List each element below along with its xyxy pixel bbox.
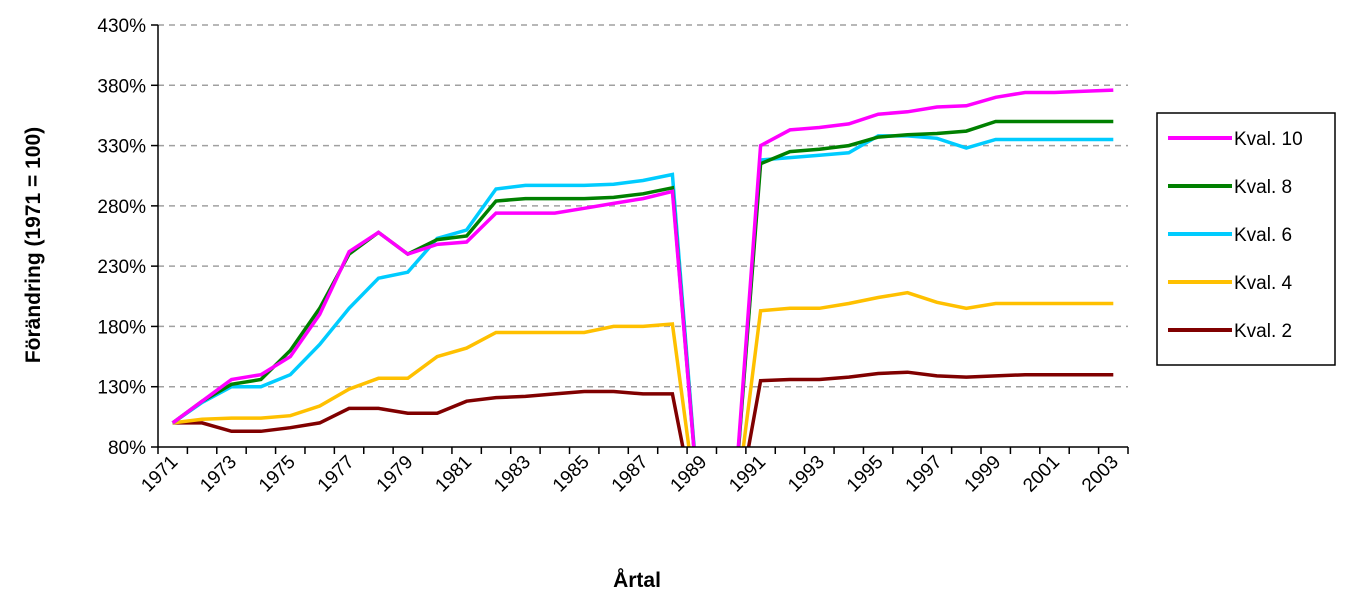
y-tick-label: 280% — [97, 197, 146, 218]
series-line-kval-2 — [172, 370, 1114, 447]
x-tick-label: 1973 — [196, 452, 241, 497]
x-tick-label: 1977 — [314, 452, 359, 497]
x-tick-label: 1999 — [961, 452, 1006, 497]
legend-label-kval-8: Kval. 8 — [1234, 177, 1292, 198]
y-tick-label: 130% — [97, 378, 146, 399]
x-tick-label: 1975 — [255, 452, 300, 497]
series-line-kval-4 — [172, 290, 1114, 447]
x-tick-labels: 1971 1973 1975 1977 1979 1981 1983 1985 1987 1989… — [137, 452, 1122, 497]
x-tick-label: 2001 — [1019, 452, 1064, 497]
legend-label-kval-10: Kval. 10 — [1234, 129, 1303, 150]
x-tick-label: 1997 — [902, 452, 947, 497]
x-tick-label: 1991 — [725, 452, 770, 497]
x-axis-title: Årtal — [613, 568, 661, 592]
legend-label-kval-2: Kval. 2 — [1234, 321, 1292, 342]
x-tick-label: 1981 — [431, 452, 476, 497]
x-tick-label: 2003 — [1078, 452, 1123, 497]
series-lines — [171, 88, 1114, 447]
legend-box — [1156, 112, 1336, 366]
series-line-kval-10 — [171, 88, 1114, 447]
x-tick-label: 1989 — [667, 452, 712, 497]
x-tick-label: 1979 — [373, 452, 418, 497]
x-tick-label: 1983 — [490, 452, 535, 497]
legend-label-kval-4: Kval. 4 — [1234, 273, 1293, 294]
x-tick-label: 1987 — [608, 452, 653, 497]
y-tick-label: 80% — [108, 438, 146, 459]
x-tick-label: 1995 — [843, 452, 888, 497]
y-tick-label: 380% — [97, 76, 146, 97]
series-line-kval-6 — [171, 134, 1114, 447]
axes — [151, 24, 1129, 454]
y-tick-label: 430% — [97, 16, 146, 37]
y-tick-label: 180% — [97, 317, 146, 338]
y-tick-labels: 80% 130% 180% 230% 280% 330% 380% 430% — [97, 16, 146, 459]
y-tick-label: 330% — [97, 137, 146, 158]
legend-label-kval-6: Kval. 6 — [1234, 225, 1292, 246]
y-tick-label: 230% — [97, 257, 146, 278]
legend: Kval. 10 Kval. 8 Kval. 6 Kval. 4 Kval. 2 — [1156, 112, 1336, 366]
x-tick-label: 1985 — [549, 452, 594, 497]
x-tick-label: 1993 — [784, 452, 829, 497]
y-axis-title: Förändring (1971 = 100) — [22, 127, 45, 363]
